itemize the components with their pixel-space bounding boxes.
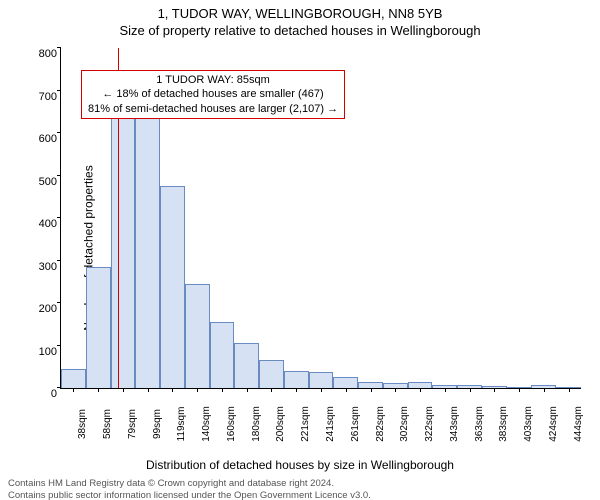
x-tick-mark xyxy=(470,388,471,392)
x-tick-label: 140sqm xyxy=(197,406,212,442)
x-tick-label: 343sqm xyxy=(445,406,460,442)
y-tick-label: 800 xyxy=(39,48,61,60)
y-tick-label: 200 xyxy=(39,303,61,315)
x-tick-label: 99sqm xyxy=(148,409,163,439)
histogram-bar xyxy=(160,186,185,388)
histogram-bar xyxy=(333,377,358,388)
x-tick-mark xyxy=(172,388,173,392)
x-tick-label: 200sqm xyxy=(271,406,286,442)
histogram-bar xyxy=(210,322,235,388)
x-tick-mark xyxy=(569,388,570,392)
x-tick-label: 58sqm xyxy=(98,409,113,439)
histogram-bar xyxy=(61,369,86,388)
x-axis-label: Distribution of detached houses by size … xyxy=(0,458,600,472)
callout-box: 1 TUDOR WAY: 85sqm← 18% of detached hous… xyxy=(81,70,345,119)
y-tick-label: 100 xyxy=(39,346,61,358)
x-tick-label: 180sqm xyxy=(247,406,262,442)
y-tick-label: 300 xyxy=(39,261,61,273)
plot-region: 010020030040050060070080038sqm58sqm79sqm… xyxy=(60,48,581,389)
x-tick-label: 424sqm xyxy=(544,406,559,442)
footer: Contains HM Land Registry data © Crown c… xyxy=(8,478,592,500)
x-tick-mark xyxy=(395,388,396,392)
chart-area: Number of detached properties 0100200300… xyxy=(0,38,600,458)
x-tick-mark xyxy=(346,388,347,392)
callout-line: ← 18% of detached houses are smaller (46… xyxy=(88,87,338,101)
y-tick-mark xyxy=(57,47,61,48)
x-tick-mark xyxy=(123,388,124,392)
y-tick-mark xyxy=(57,260,61,261)
histogram-bar xyxy=(309,372,334,388)
x-tick-mark xyxy=(98,388,99,392)
x-tick-mark xyxy=(148,388,149,392)
x-tick-label: 79sqm xyxy=(123,409,138,439)
x-tick-mark xyxy=(420,388,421,392)
x-tick-label: 444sqm xyxy=(569,406,584,442)
y-tick-mark xyxy=(57,175,61,176)
histogram-bar xyxy=(234,343,259,388)
x-tick-label: 403sqm xyxy=(519,406,534,442)
histogram-bar xyxy=(185,284,210,388)
x-tick-mark xyxy=(271,388,272,392)
x-tick-mark xyxy=(197,388,198,392)
y-tick-label: 600 xyxy=(39,133,61,145)
y-tick-mark xyxy=(57,90,61,91)
x-tick-label: 363sqm xyxy=(470,406,485,442)
x-tick-mark xyxy=(247,388,248,392)
y-tick-label: 400 xyxy=(39,218,61,230)
x-tick-mark xyxy=(494,388,495,392)
y-tick-label: 700 xyxy=(39,91,61,103)
y-tick-label: 500 xyxy=(39,176,61,188)
y-tick-mark xyxy=(57,217,61,218)
x-tick-label: 38sqm xyxy=(73,409,88,439)
x-tick-label: 302sqm xyxy=(395,406,410,442)
x-tick-label: 241sqm xyxy=(321,406,336,442)
x-tick-label: 282sqm xyxy=(371,406,386,442)
x-tick-mark xyxy=(296,388,297,392)
x-tick-label: 322sqm xyxy=(420,406,435,442)
footer-line-1: Contains HM Land Registry data © Crown c… xyxy=(8,478,592,490)
x-tick-mark xyxy=(73,388,74,392)
x-tick-label: 160sqm xyxy=(222,406,237,442)
x-tick-mark xyxy=(371,388,372,392)
x-tick-label: 383sqm xyxy=(494,406,509,442)
x-tick-label: 221sqm xyxy=(296,406,311,442)
histogram-bar xyxy=(284,371,309,388)
callout-line: 1 TUDOR WAY: 85sqm xyxy=(88,73,338,87)
histogram-bar xyxy=(259,360,284,388)
x-tick-mark xyxy=(445,388,446,392)
x-tick-mark xyxy=(222,388,223,392)
histogram-bar xyxy=(111,103,136,388)
histogram-bar xyxy=(86,267,111,388)
callout-line: 81% of semi-detached houses are larger (… xyxy=(88,102,338,116)
y-tick-mark xyxy=(57,387,61,388)
page-title: 1, TUDOR WAY, WELLINGBOROUGH, NN8 5YB xyxy=(0,6,600,21)
x-tick-mark xyxy=(321,388,322,392)
y-tick-label: 0 xyxy=(51,388,61,400)
x-tick-mark xyxy=(544,388,545,392)
y-tick-mark xyxy=(57,302,61,303)
footer-line-2: Contains public sector information licen… xyxy=(8,490,592,500)
y-tick-mark xyxy=(57,345,61,346)
page-subtitle: Size of property relative to detached ho… xyxy=(0,23,600,38)
x-tick-mark xyxy=(519,388,520,392)
y-tick-mark xyxy=(57,132,61,133)
x-tick-label: 119sqm xyxy=(172,407,187,442)
histogram-bar xyxy=(135,99,160,388)
x-tick-label: 261sqm xyxy=(346,406,361,442)
